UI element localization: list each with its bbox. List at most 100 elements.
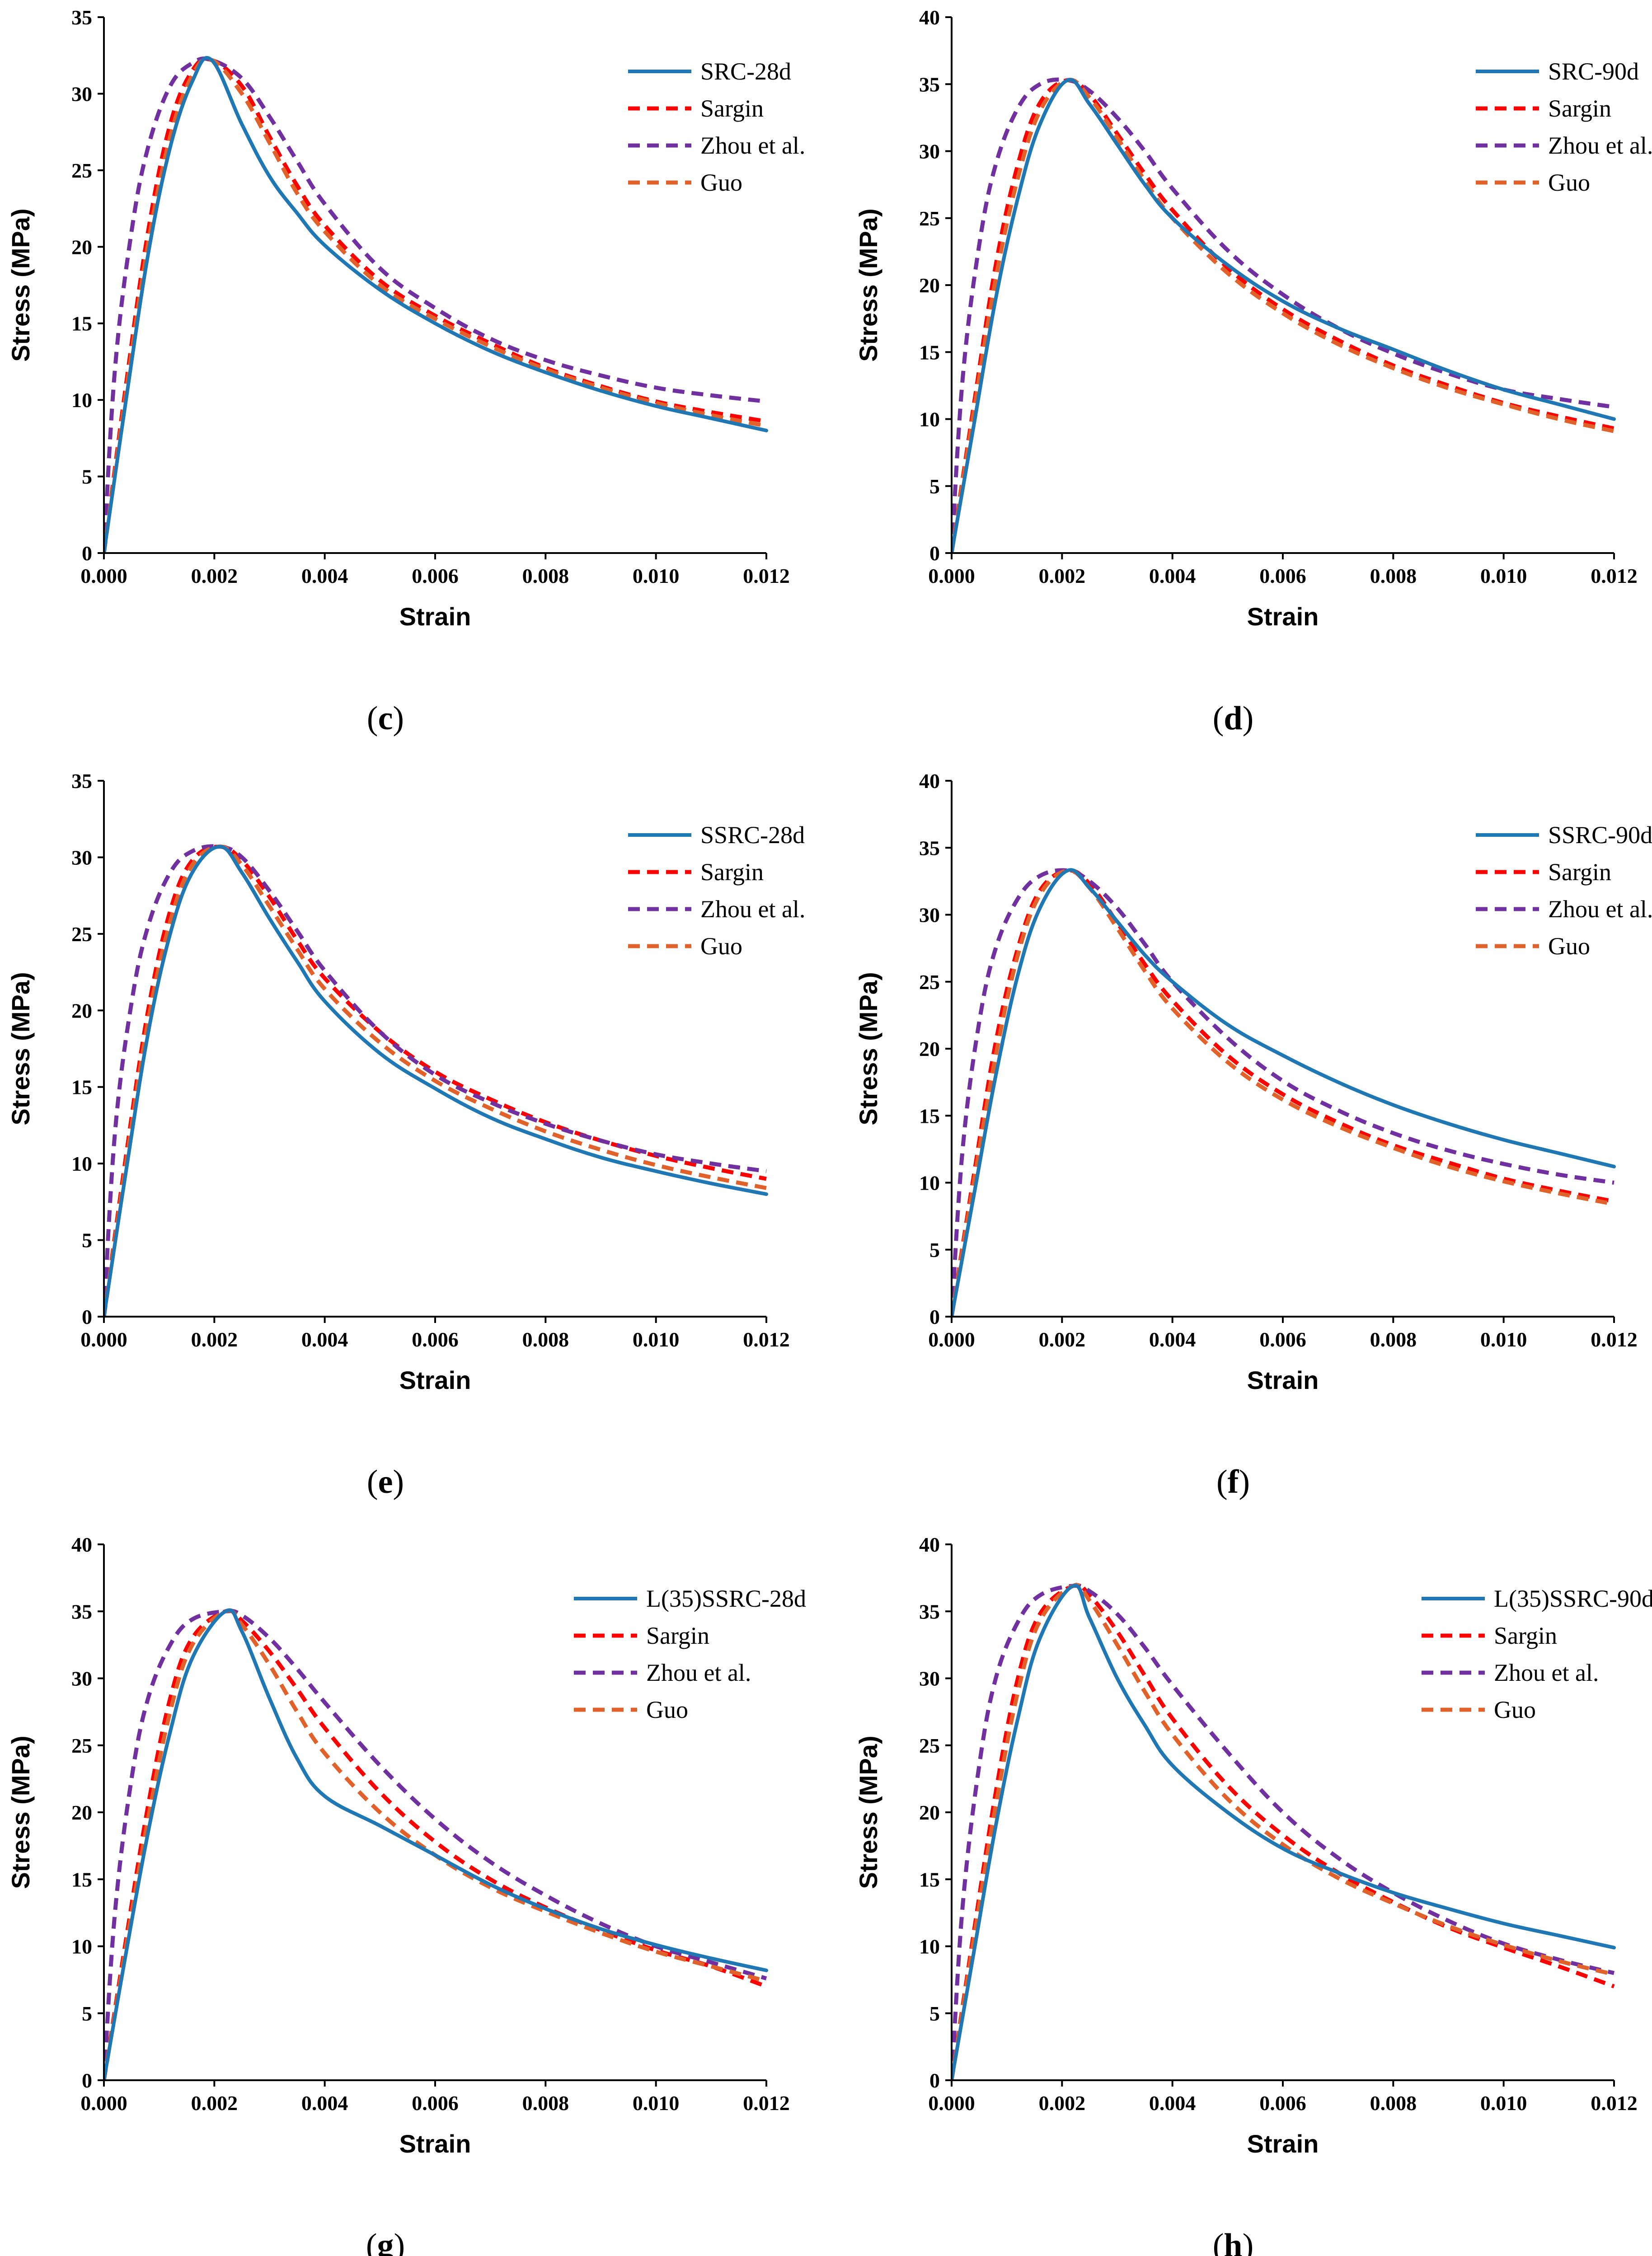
x-tick-label: 0.000 [928,564,975,587]
y-tick-label: 0 [82,1305,92,1328]
legend-label: Sargin [646,1622,709,1649]
y-tick-label: 25 [919,1734,940,1757]
x-tick-label: 0.010 [633,1328,680,1351]
x-tick-label: 0.012 [1591,564,1638,587]
legend: L(35)SSRC-28d Sargin Zhou et al. Guo [574,1585,806,1723]
y-tick-label: 30 [919,1667,940,1690]
y-tick-label: 30 [71,82,92,105]
y-tick-label: 30 [919,140,940,163]
x-tick-label: 0.008 [522,564,569,587]
y-tick-label: 20 [919,1037,940,1060]
legend-label: L(35)SSRC-90d [1494,1585,1652,1612]
series-group [952,1582,1616,2080]
y-tick-label: 15 [71,312,92,335]
series-line-guo [104,57,767,553]
x-tick-label: 0.006 [412,1328,459,1351]
panel-caption: (f) [1216,1463,1250,1501]
y-tick-label: 10 [919,408,940,431]
y-tick-label: 35 [71,6,92,29]
chart-panel-h: 0.000 0.002 0.004 0.006 0.008 0.010 0.012 0 5 10 1… [854,1533,1652,2256]
series-line-guo [952,78,1614,553]
y-tick-label: 20 [71,999,92,1022]
x-axis-title: Strain [399,1366,471,1394]
x-tick-label: 0.010 [633,564,680,587]
y-tick-label: 15 [919,1104,940,1127]
series-group [952,77,1616,553]
y-tick-label: 5 [929,1238,940,1262]
panel-caption: (d) [1213,700,1253,737]
x-tick-label: 0.006 [1259,564,1306,587]
x-tick-label: 0.006 [412,564,459,587]
x-tick-label: 0.000 [928,2092,975,2115]
y-axis-title: Stress (MPa) [854,972,882,1125]
y-tick-label: 30 [919,904,940,927]
legend-label: Guo [700,169,742,196]
legend-label: SSRC-90d [1548,821,1652,849]
y-tick-label: 35 [919,1600,940,1623]
legend-label: Guo [700,933,742,960]
legend-label: SRC-28d [700,58,791,85]
x-tick-label: 0.004 [1149,564,1196,587]
series-line-zhou-et-al [952,77,1614,553]
chart-panel-c: 0.000 0.002 0.004 0.006 0.008 0.010 0.012 0 5 10 1… [6,6,805,737]
x-tick-label: 0.012 [1591,2092,1638,2115]
series-line-guo [104,1608,767,2080]
y-tick-label: 0 [929,2069,940,2092]
series-line-sargin [104,56,767,553]
legend: SSRC-90d Sargin Zhou et al. Guo [1476,821,1652,960]
legend-label: Zhou et al. [646,1659,751,1686]
series-line-zhou-et-al [104,56,767,553]
x-tick-label: 0.002 [1039,1328,1086,1351]
legend-label: Zhou et al. [1494,1659,1599,1686]
series-group [104,844,768,1317]
x-tick-label: 0.010 [1480,564,1527,587]
y-tick-label: 35 [919,836,940,859]
x-tick-label: 0.012 [743,1328,790,1351]
x-axis-title: Strain [1247,1366,1319,1394]
y-tick-label: 0 [82,2069,92,2092]
x-tick-label: 0.006 [1259,2092,1306,2115]
y-axis-title: Stress (MPa) [854,1735,882,1889]
y-tick-label: 10 [71,1935,92,1958]
legend-label: L(35)SSRC-28d [646,1585,806,1612]
x-axis-title: Strain [1247,602,1319,631]
y-tick-label: 10 [71,1152,92,1175]
x-tick-label: 0.010 [633,2092,680,2115]
x-tick-label: 0.006 [1259,1328,1306,1351]
y-tick-label: 40 [919,1533,940,1556]
y-tick-label: 20 [919,274,940,297]
chart-panel-e: 0.000 0.002 0.004 0.006 0.008 0.010 0.012 0 5 10 1… [6,769,805,1501]
legend-label: Sargin [1548,858,1611,886]
legend-label: Zhou et al. [700,132,805,159]
x-tick-label: 0.012 [1591,1328,1638,1351]
series-line-l-35-ssrc-90d [952,1583,1616,2080]
legend-label: SRC-90d [1548,58,1639,85]
y-tick-label: 25 [71,159,92,182]
series-line-guo [952,1583,1615,2080]
y-tick-label: 20 [71,235,92,258]
legend-label: SSRC-28d [700,821,805,849]
x-tick-label: 0.004 [301,2092,348,2115]
x-tick-label: 0.004 [1149,2092,1196,2115]
y-tick-label: 40 [71,1533,92,1556]
legend-label: Guo [1548,169,1590,196]
x-tick-label: 0.008 [522,1328,569,1351]
series-group [104,1608,768,2080]
y-tick-label: 5 [82,2002,92,2025]
series-line-sargin [952,78,1614,553]
x-tick-label: 0.006 [412,2092,459,2115]
legend: SSRC-28d Sargin Zhou et al. Guo [628,821,805,960]
y-tick-label: 0 [929,1305,940,1328]
y-tick-label: 0 [82,542,92,565]
series-line-guo [104,844,767,1317]
legend-label: Sargin [700,95,764,122]
y-tick-label: 35 [71,1600,92,1623]
x-tick-label: 0.008 [1370,1328,1417,1351]
legend: SRC-90d Sargin Zhou et al. Guo [1476,58,1652,196]
y-tick-label: 15 [919,1868,940,1891]
x-tick-label: 0.000 [80,2092,127,2115]
legend-label: Sargin [700,858,764,886]
x-tick-label: 0.004 [301,1328,348,1351]
legend-label: Zhou et al. [700,896,805,923]
